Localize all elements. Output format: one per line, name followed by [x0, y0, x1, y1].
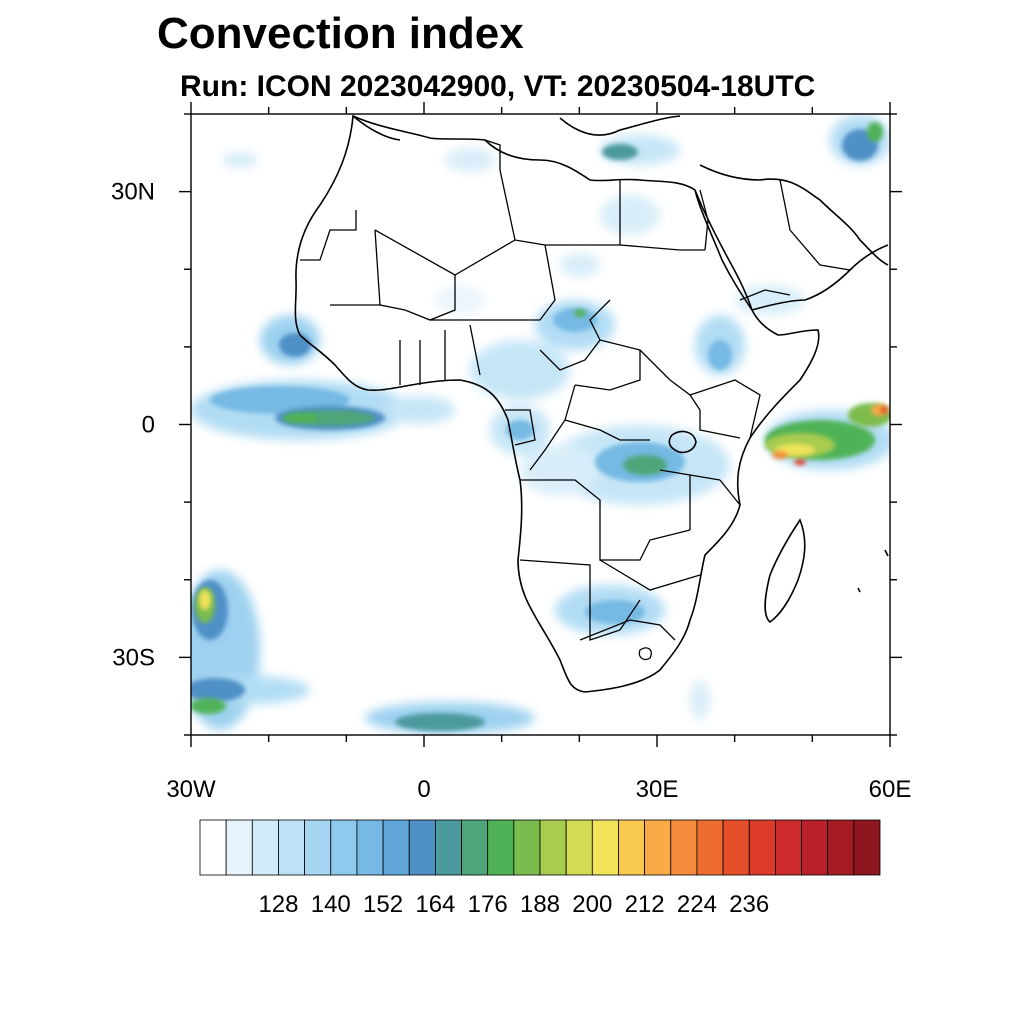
colorbar-swatch	[774, 819, 802, 876]
colorbar-label: 212	[625, 891, 665, 918]
colorbar-swatch	[539, 819, 567, 876]
colorbar	[199, 819, 881, 876]
colorbar-swatch	[304, 819, 332, 876]
country-borders	[300, 139, 851, 661]
colorbar-label: 176	[468, 891, 508, 918]
axis-tick-labels: 30W 0 30E 60E 30N 0 30S	[111, 179, 911, 803]
colorbar-swatch	[251, 819, 279, 876]
colorbar-label: 152	[363, 891, 403, 918]
colorbar-swatch	[434, 819, 462, 876]
map-subtitle: Run: ICON 2023042900, VT: 20230504-18UTC	[180, 70, 816, 103]
colorbar-swatch	[382, 819, 410, 876]
lon-tick-label: 30W	[166, 776, 216, 803]
axis-ticks	[179, 102, 902, 747]
colorbar-swatch	[853, 819, 881, 876]
colorbar-swatch	[748, 819, 776, 876]
colorbar-label: 188	[520, 891, 560, 918]
colorbar-label: 128	[258, 891, 298, 918]
colorbar-label: 224	[677, 891, 717, 918]
convection-field	[191, 115, 890, 734]
colorbar-swatch	[278, 819, 306, 876]
colorbar-swatch	[225, 819, 253, 876]
coastlines	[294, 114, 889, 693]
colorbar-labels: 128 140 152 164 176 188 200 212 224 236	[258, 891, 769, 918]
lat-tick-label: 30S	[112, 644, 155, 671]
colorbar-swatch	[513, 819, 541, 876]
lat-tick-label: 0	[142, 412, 155, 439]
lon-tick-label: 30E	[636, 776, 679, 803]
colorbar-swatch	[644, 819, 672, 876]
map-title: Convection index	[157, 9, 524, 58]
colorbar-swatch	[199, 819, 227, 876]
colorbar-swatch	[618, 819, 646, 876]
colorbar-label: 236	[729, 891, 769, 918]
lon-tick-label: 60E	[869, 776, 912, 803]
colorbar-swatch	[461, 819, 489, 876]
colorbar-label: 200	[572, 891, 612, 918]
colorbar-swatch	[591, 819, 619, 876]
colorbar-swatch	[330, 819, 358, 876]
lat-tick-label: 30N	[111, 179, 155, 206]
colorbar-label: 164	[415, 891, 455, 918]
colorbar-swatch	[801, 819, 829, 876]
colorbar-swatch	[565, 819, 593, 876]
colorbar-label: 140	[311, 891, 351, 918]
colorbar-swatch	[696, 819, 724, 876]
lon-tick-label: 0	[417, 776, 430, 803]
colorbar-swatch	[670, 819, 698, 876]
colorbar-swatch	[827, 819, 855, 876]
colorbar-swatch	[408, 819, 436, 876]
colorbar-swatch	[487, 819, 515, 876]
colorbar-swatch	[722, 819, 750, 876]
colorbar-swatch	[356, 819, 384, 876]
